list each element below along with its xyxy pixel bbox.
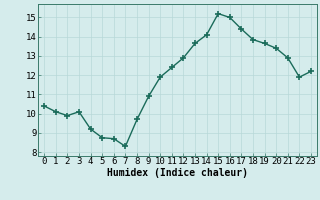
X-axis label: Humidex (Indice chaleur): Humidex (Indice chaleur) — [107, 168, 248, 178]
